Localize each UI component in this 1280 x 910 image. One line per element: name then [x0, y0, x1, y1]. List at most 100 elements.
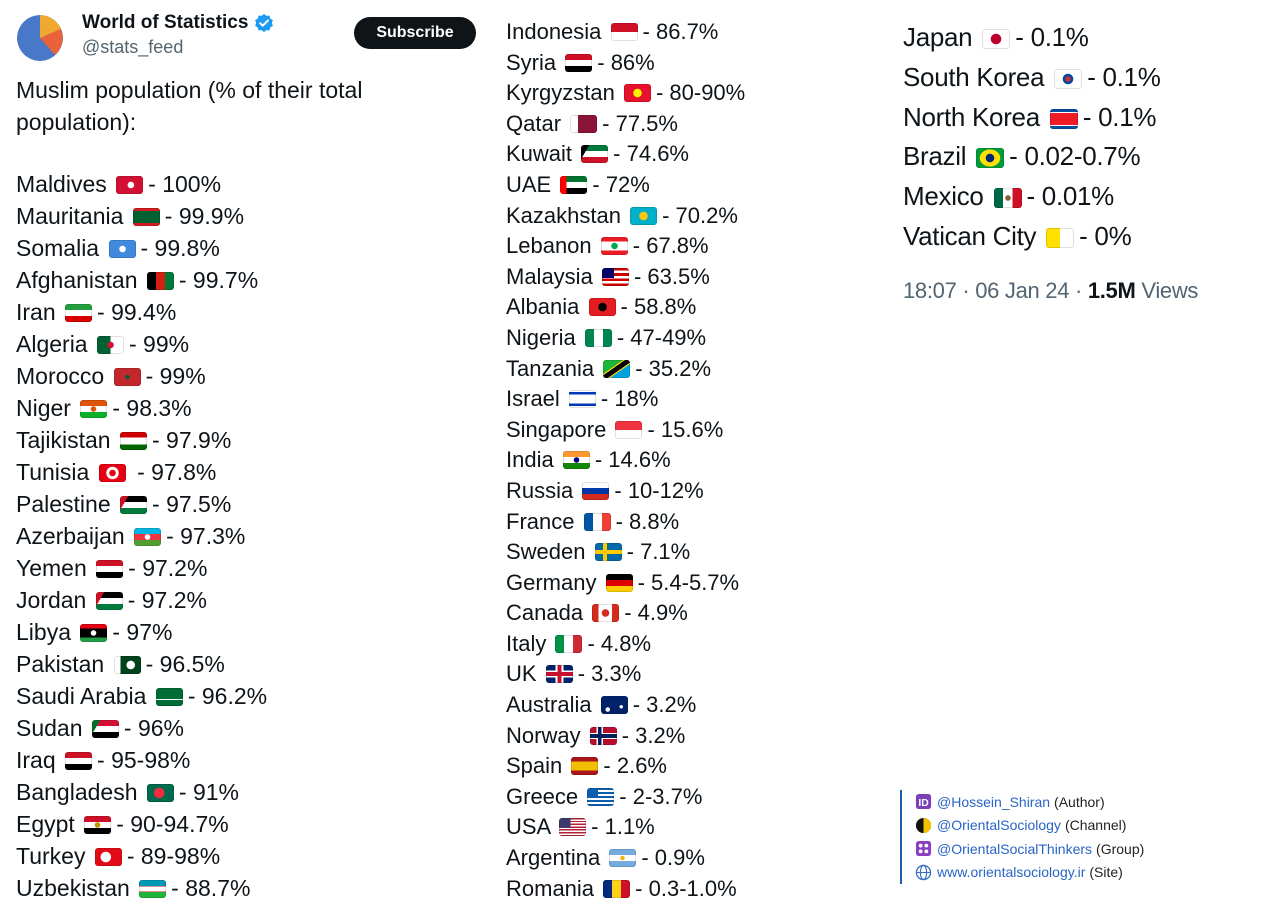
country-row-libya: Libya - 97% — [16, 616, 267, 648]
country-name: Sweden — [506, 539, 586, 565]
country-name: Norway — [506, 722, 581, 748]
albania-flag-icon — [588, 298, 616, 317]
credits-block: ID @Hossein_Shiran (Author) @OrientalSociol… — [900, 790, 1144, 884]
account-handle[interactable]: @stats_feed — [82, 37, 184, 57]
uk-flag-icon — [545, 665, 573, 684]
country-row-singapore: Singapore - 15.6% — [506, 415, 745, 446]
russia-flag-icon — [582, 481, 610, 500]
japan-flag-icon — [982, 29, 1011, 49]
somalia-flag-icon — [108, 240, 136, 258]
tunisia-flag-icon — [98, 464, 126, 482]
post-date[interactable]: 06 Jan 24 — [975, 278, 1070, 303]
country-name: Algeria — [16, 331, 88, 357]
country-row-mexico: Mexico - 0.01% — [903, 177, 1161, 217]
country-row-saudi-arabia: Saudi Arabia - 96.2% — [16, 680, 267, 712]
percentage-value: - 4.8% — [587, 630, 652, 656]
percentage-value: - 58.8% — [620, 294, 697, 320]
country-row-russia: Russia - 10-12% — [506, 476, 745, 507]
turkey-flag-icon — [94, 848, 122, 866]
percentage-value: - 15.6% — [647, 416, 724, 442]
country-row-uk: UK - 3.3% — [506, 659, 745, 690]
subscribe-button[interactable]: Subscribe — [354, 17, 476, 49]
verified-badge-icon — [255, 13, 274, 33]
country-row-france: France - 8.8% — [506, 507, 745, 538]
country-name: France — [506, 508, 575, 534]
norway-flag-icon — [589, 726, 617, 745]
sweden-flag-icon — [594, 543, 622, 562]
separator-dot: · — [962, 278, 976, 303]
country-name: Sudan — [16, 715, 83, 741]
intro-text: Muslim population (% of their total popu… — [16, 77, 363, 135]
country-row-canada: Canada - 4.9% — [506, 598, 745, 629]
country-name: Palestine — [16, 491, 111, 517]
country-name: Tajikistan — [16, 427, 111, 453]
percentage-value: - 0% — [1079, 220, 1132, 251]
mexico-flag-icon — [993, 188, 1022, 209]
country-row-jordan: Jordan - 97.2% — [16, 584, 267, 616]
percentage-value: - 14.6% — [594, 447, 671, 473]
country-name: Tunisia — [16, 459, 90, 485]
country-row-kuwait: Kuwait - 74.6% — [506, 139, 745, 170]
country-name: Lebanon — [506, 233, 592, 259]
views-label: Views — [1141, 278, 1199, 303]
niger-flag-icon — [80, 400, 108, 418]
france-flag-icon — [583, 512, 611, 531]
account-name[interactable]: World of Statistics — [82, 12, 249, 33]
country-row-iran: Iran - 99.4% — [16, 296, 267, 328]
post-time[interactable]: 18:07 — [903, 278, 957, 303]
credit-link[interactable]: www.orientalsociology.ir — [937, 864, 1086, 881]
percentage-value: - 0.1% — [1087, 61, 1161, 92]
country-name: Germany — [506, 569, 597, 595]
percentage-value: - 3.3% — [577, 661, 642, 687]
jordan-flag-icon — [95, 592, 123, 610]
country-list-column-2: Indonesia - 86.7% Syria - 86% Kyrgyzstan -… — [506, 17, 745, 904]
percentage-value: - 96.5% — [145, 651, 225, 677]
country-row-argentina: Argentina - 0.9% — [506, 843, 745, 874]
country-name: Romania — [506, 875, 595, 901]
percentage-value: - 98.3% — [112, 395, 192, 421]
country-row-indonesia: Indonesia - 86.7% — [506, 17, 745, 48]
afghanistan-flag-icon — [146, 272, 174, 290]
country-name: Iran — [16, 299, 56, 325]
mauritania-flag-icon — [132, 208, 160, 226]
credit-link[interactable]: @OrientalSociology — [937, 817, 1061, 834]
country-row-sudan: Sudan - 96% — [16, 712, 267, 744]
country-list-column-3: Japan - 0.1% South Korea - 0.1% North Kore… — [903, 18, 1161, 257]
credit-row: ID @Hossein_Shiran (Author) — [915, 790, 1144, 814]
country-name: Greece — [506, 783, 579, 809]
country-row-israel: Israel - 18% — [506, 384, 745, 415]
percentage-value: - 74.6% — [613, 141, 689, 167]
avatar[interactable] — [17, 15, 63, 61]
country-row-morocco: Morocco - 99% — [16, 360, 267, 392]
credit-link[interactable]: @Hossein_Shiran — [937, 793, 1051, 810]
percentage-value: - 3.2% — [632, 692, 697, 718]
greece-flag-icon — [587, 787, 615, 806]
percentage-value: - 97.2% — [127, 587, 207, 613]
id-icon: ID — [915, 793, 932, 810]
azerbaijan-flag-icon — [134, 528, 162, 546]
morocco-flag-icon — [113, 368, 141, 386]
country-row-yemen: Yemen - 97.2% — [16, 552, 267, 584]
country-row-somalia: Somalia - 99.8% — [16, 232, 267, 264]
country-row-brazil: Brazil - 0.02-0.7% — [903, 137, 1161, 177]
percentage-value: - 95-98% — [97, 747, 191, 773]
percentage-value: - 96% — [123, 715, 184, 741]
group-icon — [915, 840, 932, 857]
country-name: Morocco — [16, 363, 105, 389]
country-name: Libya — [16, 619, 71, 645]
romania-flag-icon — [603, 879, 631, 898]
percentage-value: - 80-90% — [655, 80, 746, 106]
percentage-value: - 0.1% — [1015, 22, 1089, 52]
country-row-lebanon: Lebanon - 67.8% — [506, 231, 745, 262]
algeria-flag-icon — [97, 336, 124, 354]
country-row-italy: Italy - 4.8% — [506, 629, 745, 660]
percentage-value: - 1.1% — [591, 814, 655, 840]
country-row-mauritania: Mauritania - 99.9% — [16, 200, 267, 232]
credit-link[interactable]: @OrientalSocialThinkers — [937, 840, 1093, 857]
credit-row: www.orientalsociology.ir (Site) — [915, 861, 1144, 885]
pakistan-flag-icon — [113, 656, 141, 674]
country-row-south-korea: South Korea - 0.1% — [903, 58, 1161, 98]
account-name-row[interactable]: World of Statistics — [82, 12, 274, 34]
percentage-value: - 0.3-1.0% — [635, 875, 737, 901]
country-name: UK — [506, 661, 537, 687]
